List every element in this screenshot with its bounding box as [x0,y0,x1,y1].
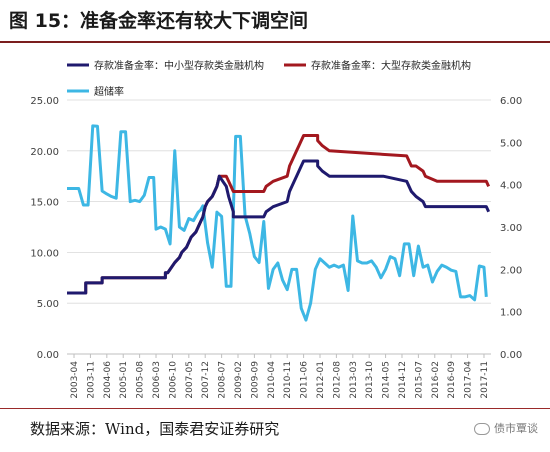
figure-title: 图 15：准备金率还有较大下调空间 [9,10,309,32]
series-line-1 [67,159,491,295]
x-axis-tick-label: 2003-11 [86,361,96,399]
watermark: 债市覃谈 [474,416,538,442]
left-axis-tick-label: 20.00 [30,147,59,158]
grid [67,99,491,355]
title-rule [0,41,550,43]
legend-label: 存款准备金率：大型存款类金融机构 [311,59,471,72]
left-axis-tick-label: 5.00 [37,299,59,310]
chat-bubble-icon [474,423,490,435]
left-axis-tick-label: 15.00 [30,198,59,209]
x-axis-tick-label: 2012-08 [332,361,342,399]
left-axis-tick-label: 10.00 [30,248,59,259]
x-axis-tick-label: 2015-07 [414,361,424,399]
x-axis-tick-label: 2004-06 [103,361,113,399]
left-axis-tick-label: 0.00 [37,350,59,361]
x-axis-tick-label: 2010-04 [267,361,277,399]
source-text: 数据来源：Wind，国泰君安证券研究 [30,420,280,438]
x-axis-tick-label: 2009-02 [234,361,244,399]
x-axis-tick-label: 2010-11 [283,361,293,399]
x-axis-tick-label: 2014-12 [398,361,408,399]
x-axis-tick-label: 2006-03 [152,361,162,399]
right-axis-tick-label: 4.00 [500,181,522,192]
x-axis-tick-label: 2003-04 [70,361,80,399]
axes: 0.00 5.00 10.00 15.00 20.00 25.00 0.00 1.00 2.00… [30,96,522,399]
series-layer [67,124,491,322]
legend-label: 存款准备金率：中小型存款类金融机构 [94,59,264,72]
x-axis-tick-label: 2009-09 [250,361,260,399]
x-axis-tick-label: 2008-07 [218,361,228,399]
right-axis-tick-label: 5.00 [500,138,522,149]
x-axis-tick-label: 2011-06 [300,361,310,399]
x-axis-tick-label: 2012-01 [316,361,326,399]
x-axis-tick-label: 2017-11 [480,361,490,399]
x-axis-tick-label: 2005-08 [136,361,146,399]
legend-label: 超储率 [94,85,124,98]
x-axis-tick-label: 2016-02 [431,361,441,399]
source-rule [0,408,550,409]
x-axis-tick-label: 2014-05 [382,361,392,399]
right-axis-tick-label: 6.00 [500,96,522,107]
left-axis-tick-label: 25.00 [30,96,59,107]
right-axis-tick-label: 1.00 [500,308,522,319]
x-axis-tick-label: 2013-03 [349,361,359,399]
x-axis-tick-label: 2017-04 [464,361,474,399]
series-line-2 [67,134,491,295]
watermark-text: 债市覃谈 [494,422,538,435]
x-axis-tick-label: 2007-05 [185,361,195,399]
x-axis-tick-label: 2006-10 [168,361,178,399]
x-axis-tick-label: 2005-01 [119,361,129,399]
right-axis-tick-label: 3.00 [500,223,522,234]
x-axis-tick-label: 2016-09 [447,361,457,399]
series-line-3 [67,124,488,322]
x-axis-tick-label: 2013-10 [365,361,375,399]
x-axis-tick-label: 2007-12 [201,361,211,399]
right-axis-tick-label: 0.00 [500,350,522,361]
right-axis-tick-label: 2.00 [500,265,522,276]
